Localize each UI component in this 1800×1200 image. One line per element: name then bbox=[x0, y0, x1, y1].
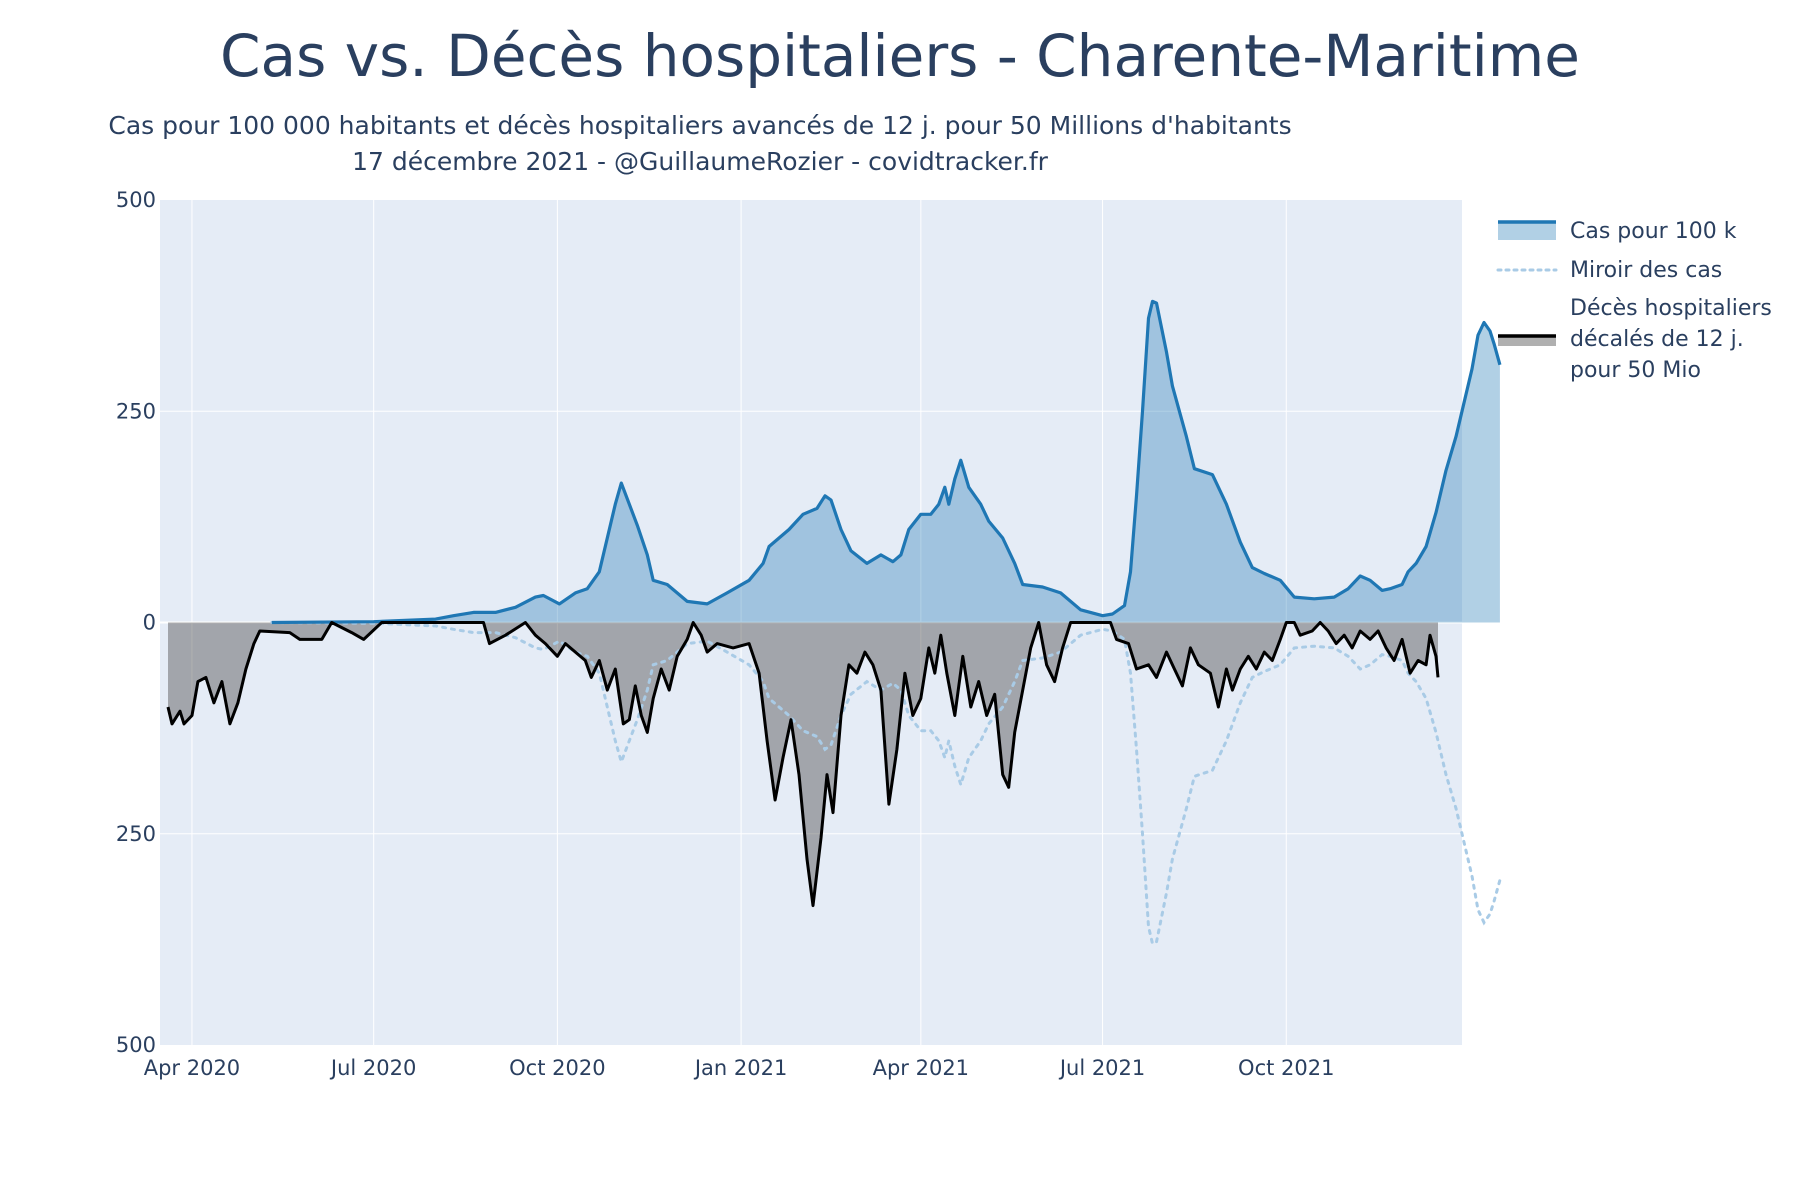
legend-deaths-swatch-fill bbox=[1498, 336, 1556, 346]
legend-deaths-label: Décès hospitaliers décalés de 12 j. pour… bbox=[1570, 296, 1779, 383]
legend[interactable]: Cas pour 100 k Miroir des cas Décès hosp… bbox=[1496, 219, 1779, 383]
series-layer bbox=[166, 299, 1502, 946]
legend-deaths-line-2: décalés de 12 j. bbox=[1570, 327, 1744, 352]
y-tick-label: 500 bbox=[116, 188, 156, 212]
cases-line bbox=[271, 299, 1502, 625]
chart-title: Cas vs. Décès hospitaliers - Charente-Ma… bbox=[220, 22, 1580, 90]
x-tick-label: Oct 2021 bbox=[1238, 1056, 1334, 1080]
deaths-area bbox=[168, 622, 1438, 906]
legend-cases-label: Cas pour 100 k bbox=[1570, 219, 1737, 244]
x-tick-label: Apr 2021 bbox=[873, 1056, 969, 1080]
y-tick-label: 250 bbox=[116, 822, 156, 846]
x-tick-label: Jan 2021 bbox=[693, 1056, 788, 1080]
y-tick-label: 250 bbox=[116, 399, 156, 423]
mirror-line bbox=[270, 621, 1502, 946]
legend-cases-swatch-fill bbox=[1498, 222, 1556, 240]
legend-mirror-label: Miroir des cas bbox=[1570, 258, 1722, 283]
y-tick-label: 500 bbox=[116, 1033, 156, 1057]
x-tick-label: Jul 2020 bbox=[329, 1056, 416, 1080]
y-tick-label: 0 bbox=[143, 611, 156, 635]
deaths-line bbox=[166, 621, 1440, 908]
subtitle-line-1: Cas pour 100 000 habitants et décès hosp… bbox=[108, 111, 1292, 140]
subtitle-line-2: 17 décembre 2021 - @GuillaumeRozier - co… bbox=[352, 147, 1048, 176]
legend-deaths-line-1: Décès hospitaliers bbox=[1570, 296, 1772, 321]
x-tick-label: Oct 2020 bbox=[509, 1056, 605, 1080]
cases-area bbox=[271, 301, 1500, 623]
x-tick-label: Apr 2020 bbox=[144, 1056, 240, 1080]
chart-subtitle: Cas pour 100 000 habitants et décès hosp… bbox=[100, 108, 1300, 180]
legend-deaths-line-3: pour 50 Mio bbox=[1570, 358, 1701, 383]
x-tick-label: Jul 2021 bbox=[1058, 1056, 1145, 1080]
